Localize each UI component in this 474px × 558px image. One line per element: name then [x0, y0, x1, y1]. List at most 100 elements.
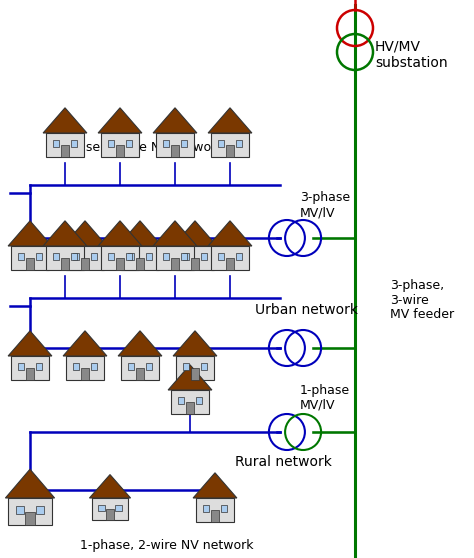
Bar [46, 246, 84, 270]
Bar [236, 253, 243, 260]
Bar [218, 253, 224, 260]
Bar [61, 146, 69, 157]
Bar [146, 363, 153, 371]
Bar [66, 246, 104, 270]
Polygon shape [168, 365, 212, 390]
Bar [92, 498, 128, 520]
Bar [178, 397, 184, 405]
Bar [18, 253, 24, 260]
Bar [73, 253, 79, 260]
Polygon shape [153, 221, 197, 246]
Bar [121, 356, 159, 380]
Bar [71, 140, 77, 147]
Bar [181, 140, 188, 147]
Bar [116, 258, 124, 270]
Bar [53, 253, 59, 260]
Polygon shape [98, 108, 142, 133]
Bar [91, 363, 98, 371]
Polygon shape [43, 108, 87, 133]
Bar [186, 402, 194, 414]
Bar [136, 258, 144, 270]
Bar [36, 506, 44, 514]
Polygon shape [63, 221, 107, 246]
Bar [99, 504, 105, 511]
Bar [101, 246, 139, 270]
Bar [182, 253, 189, 260]
Bar [9, 498, 52, 525]
Polygon shape [98, 221, 142, 246]
Polygon shape [193, 473, 237, 498]
Polygon shape [5, 469, 55, 498]
Bar [176, 246, 214, 270]
Bar [218, 140, 224, 147]
Bar [163, 253, 169, 260]
Bar [73, 363, 79, 371]
Bar [202, 505, 210, 512]
Bar [181, 253, 188, 260]
Bar [53, 140, 59, 147]
Bar [126, 253, 132, 260]
Text: 3-phase
MV/lV: 3-phase MV/lV [300, 191, 350, 219]
Bar [11, 356, 49, 380]
Text: 3-phase,
3-wire
MV feeder: 3-phase, 3-wire MV feeder [390, 278, 454, 321]
Bar [11, 246, 49, 270]
Polygon shape [8, 221, 52, 246]
Bar [115, 504, 122, 511]
Bar [116, 146, 124, 157]
Bar [176, 356, 214, 380]
Polygon shape [118, 331, 162, 356]
Bar [196, 397, 202, 405]
Bar [71, 253, 77, 260]
Bar [36, 363, 43, 371]
Bar [101, 133, 139, 157]
Bar [226, 258, 234, 270]
Bar [46, 133, 84, 157]
Bar [61, 258, 69, 270]
Bar [26, 258, 34, 270]
Bar [201, 363, 208, 371]
Bar [191, 258, 199, 270]
Bar [18, 363, 24, 371]
Polygon shape [173, 221, 217, 246]
Polygon shape [63, 331, 107, 356]
Bar [81, 368, 89, 380]
Bar [182, 363, 189, 371]
Bar [156, 246, 194, 270]
Text: 1-phase
MV/lV: 1-phase MV/lV [300, 384, 350, 412]
Polygon shape [43, 221, 87, 246]
Bar [36, 253, 43, 260]
Bar [211, 511, 219, 522]
Text: Rural network: Rural network [235, 455, 332, 469]
Bar [146, 253, 153, 260]
Bar [81, 258, 89, 270]
Bar [16, 506, 24, 514]
Bar [106, 509, 114, 520]
Bar [221, 505, 228, 512]
Polygon shape [208, 108, 252, 133]
Text: 1-phase, 2-wire ΝV network: 1-phase, 2-wire ΝV network [80, 540, 254, 552]
Bar [171, 146, 179, 157]
Bar [128, 363, 134, 371]
Polygon shape [8, 331, 52, 356]
Polygon shape [118, 221, 162, 246]
Text: HV/MV
substation: HV/MV substation [375, 40, 447, 70]
Polygon shape [90, 475, 130, 498]
Bar [171, 258, 179, 270]
Bar [128, 253, 134, 260]
Text: 3-phase, 4-wire ΝV network: 3-phase, 4-wire ΝV network [50, 142, 224, 155]
Bar [126, 140, 132, 147]
Bar [236, 140, 243, 147]
Bar [196, 498, 234, 522]
Polygon shape [173, 331, 217, 356]
Bar [211, 133, 249, 157]
Bar [108, 253, 114, 260]
Polygon shape [208, 221, 252, 246]
Bar [108, 140, 114, 147]
Bar [171, 390, 209, 414]
Polygon shape [153, 108, 197, 133]
Bar [211, 246, 249, 270]
Bar [26, 368, 34, 380]
Bar [136, 368, 144, 380]
Bar [163, 140, 169, 147]
Bar [25, 512, 35, 525]
